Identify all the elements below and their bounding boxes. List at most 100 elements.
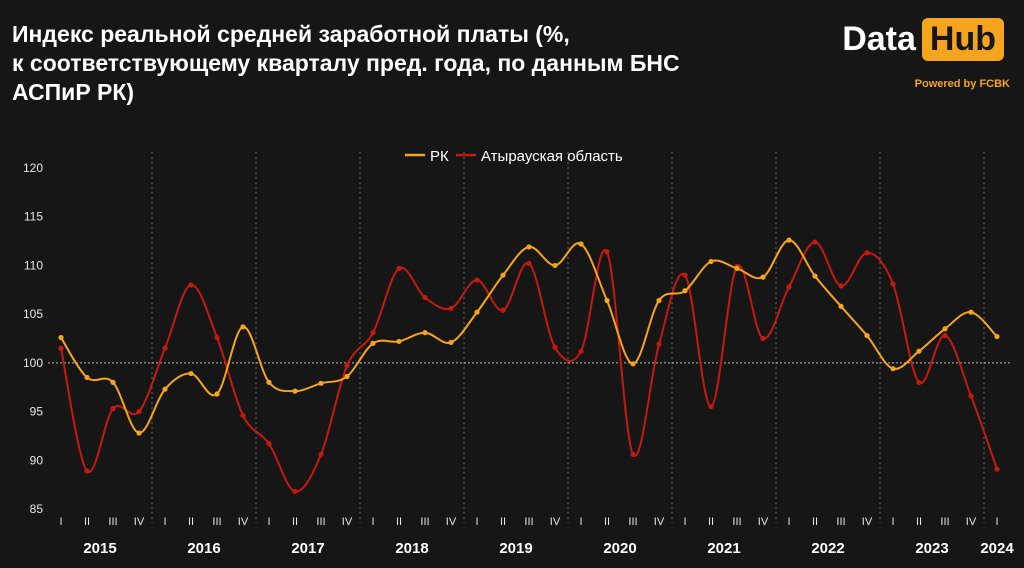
data-point-atyrau [292, 488, 298, 495]
data-point-atyrau [110, 406, 116, 412]
x-quarter-label: II [188, 516, 194, 528]
data-point-rk [968, 309, 974, 315]
data-point-atyrau [942, 332, 948, 339]
data-point-rk [656, 297, 662, 304]
x-quarter-label: IV [654, 516, 665, 528]
data-point-rk [526, 244, 532, 250]
data-point-atyrau [890, 281, 896, 287]
data-point-rk [422, 330, 428, 336]
x-quarter-label: III [732, 516, 741, 528]
data-point-atyrau [604, 249, 610, 255]
data-point-rk [58, 334, 64, 341]
x-quarter-label: IV [238, 516, 249, 528]
data-point-rk [630, 361, 636, 367]
data-point-rk [396, 338, 402, 345]
x-quarter-label: II [84, 516, 90, 528]
x-quarter-label: I [475, 516, 478, 528]
x-quarter-label: I [579, 516, 582, 528]
y-tick-label: 115 [24, 210, 43, 224]
data-point-atyrau [136, 408, 142, 415]
y-tick-label: 100 [23, 356, 43, 370]
data-point-atyrau [318, 451, 324, 458]
data-point-atyrau [344, 363, 350, 369]
series-line-rk [60, 239, 998, 434]
x-quarter-label: III [836, 516, 845, 528]
data-point-atyrau [578, 348, 584, 354]
data-point-atyrau [864, 250, 870, 256]
x-quarter-label: I [787, 516, 790, 528]
data-point-rk [708, 258, 714, 265]
data-point-rk [552, 262, 558, 269]
x-quarter-label: I [267, 516, 270, 528]
x-quarter-label: IV [758, 516, 769, 528]
powered-by-text: Powered by FCBK [914, 78, 1010, 90]
x-quarter-label: III [212, 516, 221, 528]
y-tick-label: 95 [30, 405, 44, 419]
x-year-label: 2018 [395, 540, 428, 557]
x-year-label: 2019 [499, 540, 532, 557]
datahub-logo: Data Hub [842, 18, 1004, 61]
data-point-atyrau [682, 272, 688, 278]
chart-title: Индекс реальной средней заработной платы… [12, 20, 802, 107]
data-point-atyrau [500, 307, 506, 313]
data-point-atyrau [370, 330, 376, 336]
logo-hub-badge: Hub [921, 18, 1004, 61]
x-quarter-label: IV [446, 516, 457, 528]
x-quarter-label: II [396, 516, 402, 528]
data-point-rk [864, 332, 870, 339]
data-point-atyrau [188, 282, 194, 288]
data-point-atyrau [162, 345, 168, 351]
data-point-rk [474, 309, 480, 315]
data-point-atyrau [968, 393, 974, 399]
x-year-label: 2020 [603, 540, 636, 557]
data-point-atyrau [812, 239, 818, 245]
logo-data-text: Data [842, 20, 916, 58]
y-tick-label: 90 [30, 453, 44, 467]
data-point-atyrau [708, 404, 714, 410]
chart-title-line-2: к соответствующему кварталу пред. года, … [12, 50, 680, 76]
y-tick-label: 120 [23, 161, 43, 175]
data-point-atyrau [266, 441, 272, 447]
chart-title-line-1: Индекс реальной средней заработной платы… [12, 21, 570, 47]
y-tick-label: 105 [23, 307, 43, 321]
x-year-label: 2022 [811, 540, 844, 557]
chart-title-line-3: АСПиР РК) [12, 79, 135, 105]
x-quarter-label: IV [550, 516, 561, 528]
data-point-atyrau [396, 265, 402, 271]
x-quarter-label: IV [134, 516, 145, 528]
data-point-rk [604, 297, 610, 304]
x-year-label: 2024 [980, 540, 1014, 557]
data-point-rk [292, 388, 298, 394]
x-quarter-label: III [316, 516, 325, 528]
data-point-atyrau [58, 345, 64, 351]
data-point-rk [214, 391, 220, 397]
x-quarter-label: III [940, 516, 949, 528]
data-point-rk [370, 340, 376, 346]
data-point-rk [318, 380, 324, 386]
chart-legend: РК Атырауская область [405, 148, 623, 165]
data-point-rk [812, 273, 818, 279]
x-quarter-label: I [891, 516, 894, 528]
data-point-atyrau [526, 260, 532, 267]
data-point-rk [578, 241, 584, 247]
data-point-rk [136, 430, 142, 436]
legend-label-atyrau: Атырауская область [481, 148, 623, 165]
x-quarter-label: II [708, 516, 714, 528]
data-point-rk [240, 324, 246, 330]
data-point-rk [188, 370, 194, 377]
data-point-rk [110, 379, 116, 385]
data-point-atyrau [448, 305, 454, 311]
x-quarter-label: I [371, 516, 374, 528]
x-quarter-label: III [524, 516, 533, 528]
data-point-atyrau [422, 294, 428, 301]
x-year-label: 2023 [915, 540, 948, 557]
data-point-atyrau [84, 468, 90, 474]
x-quarter-label: I [163, 516, 166, 528]
x-quarter-label: II [292, 516, 298, 528]
data-point-rk [734, 265, 740, 271]
data-point-atyrau [916, 379, 922, 385]
x-quarter-label: I [683, 516, 686, 528]
data-point-rk [942, 326, 948, 332]
x-year-label: 2016 [187, 540, 220, 557]
